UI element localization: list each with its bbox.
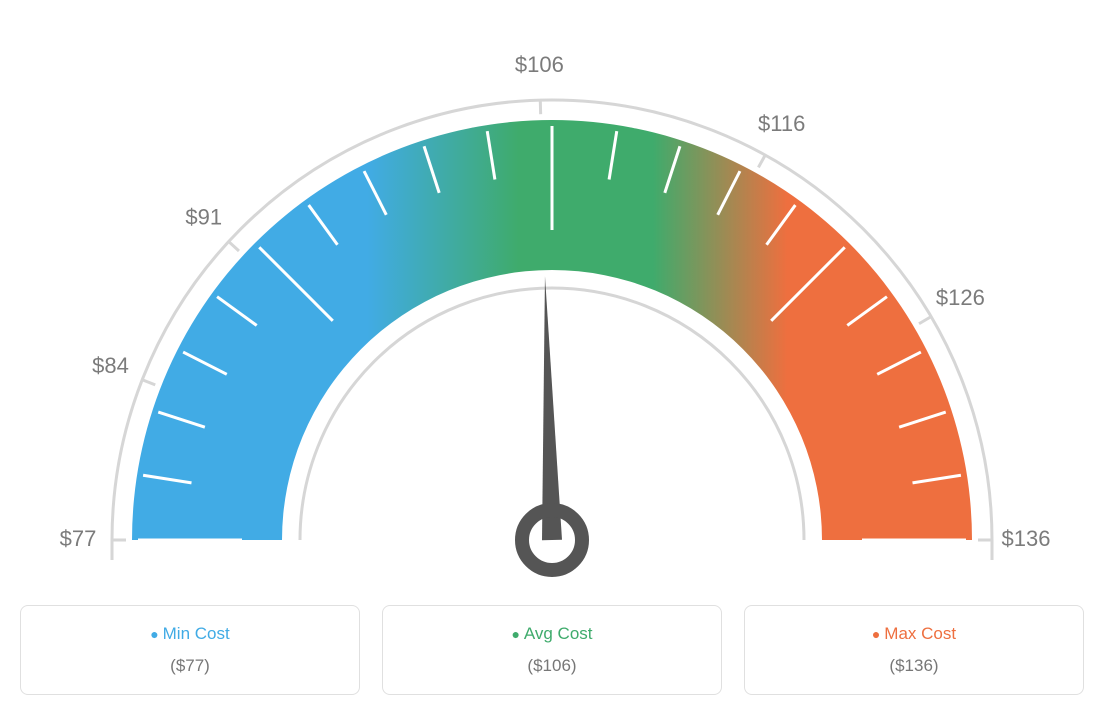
gauge-svg: $77 $84 $91 $106 $116 $126 $136: [20, 20, 1084, 580]
legend-card-avg: Avg Cost ($106): [382, 605, 722, 695]
legend-avg-label: Avg Cost: [395, 624, 709, 644]
cost-gauge-chart: $77 $84 $91 $106 $116 $126 $136: [20, 20, 1084, 585]
gauge-tick-label: $77: [60, 526, 97, 551]
gauge-tick-label: $136: [1002, 526, 1051, 551]
gauge-tick-label: $116: [758, 111, 805, 136]
gauge-tick-label: $106: [515, 52, 564, 77]
legend-card-max: Max Cost ($136): [744, 605, 1084, 695]
legend-max-label: Max Cost: [757, 624, 1071, 644]
legend-min-label: Min Cost: [33, 624, 347, 644]
legend-max-value: ($136): [757, 656, 1071, 676]
legend-avg-value: ($106): [395, 656, 709, 676]
gauge-tick-label: $84: [92, 353, 129, 378]
gauge-tick-label: $91: [185, 204, 222, 229]
legend-card-min: Min Cost ($77): [20, 605, 360, 695]
legend-min-value: ($77): [33, 656, 347, 676]
legend-row: Min Cost ($77) Avg Cost ($106) Max Cost …: [20, 605, 1084, 695]
gauge-needle: [542, 276, 562, 540]
gauge-tick-label: $126: [936, 285, 985, 310]
